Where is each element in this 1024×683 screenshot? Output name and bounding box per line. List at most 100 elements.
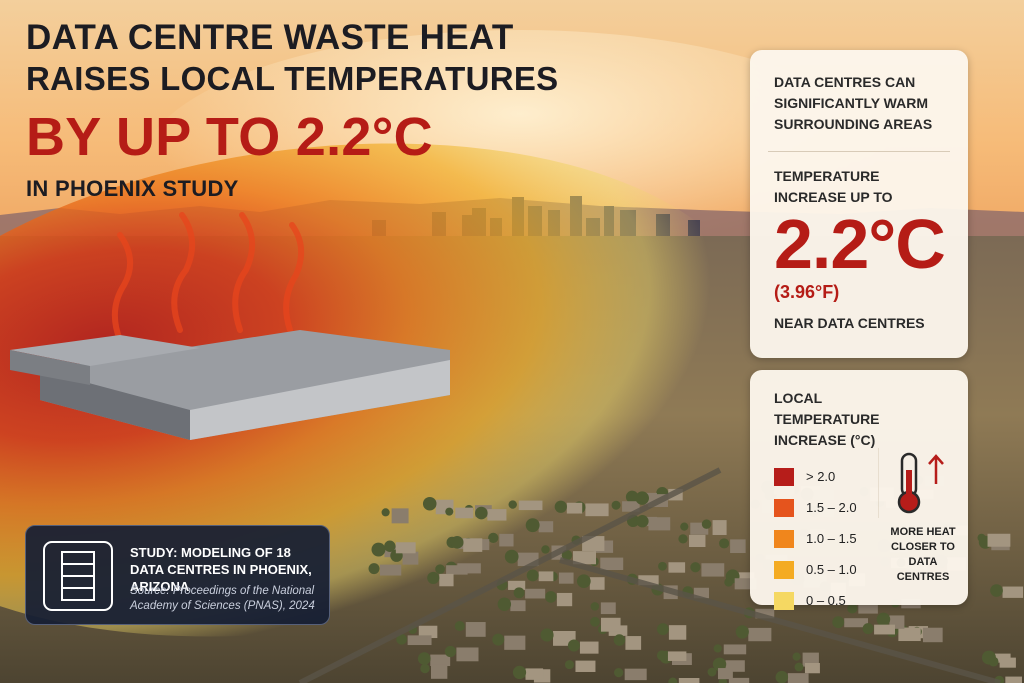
tree — [635, 491, 649, 505]
house — [510, 600, 526, 612]
house — [668, 625, 687, 640]
house — [407, 635, 432, 646]
headline-subtitle: IN PHOENIX STUDY — [26, 176, 239, 201]
legend-item: 1.5 – 2.0 — [774, 492, 944, 523]
legend-swatch — [774, 467, 794, 486]
house — [987, 533, 1011, 547]
tree — [541, 545, 550, 554]
tree — [444, 645, 457, 658]
tree — [492, 633, 505, 646]
tree — [613, 634, 626, 646]
tree — [540, 628, 554, 642]
house — [418, 625, 438, 639]
house — [600, 557, 624, 571]
house — [1005, 676, 1022, 683]
house — [738, 572, 755, 582]
thermometer-icon — [878, 448, 944, 518]
house — [499, 533, 514, 547]
house — [402, 551, 419, 565]
roads — [298, 467, 1001, 683]
tree — [611, 500, 621, 510]
house — [457, 563, 481, 574]
tree — [792, 652, 801, 661]
house — [572, 551, 597, 565]
house — [728, 677, 750, 683]
tree — [513, 587, 525, 599]
legend-title: LOCAL TEMPERATURE INCREASE (°C) — [774, 390, 880, 448]
tree — [525, 518, 540, 533]
house — [874, 624, 896, 635]
icon-frame — [43, 541, 113, 611]
summary-value: 2.2°C — [774, 205, 946, 283]
house — [1002, 586, 1024, 598]
tree — [396, 634, 407, 645]
tree — [832, 616, 845, 629]
tree — [450, 536, 464, 549]
house — [734, 578, 757, 590]
tree — [590, 602, 600, 611]
house — [689, 534, 706, 547]
house — [693, 587, 710, 599]
summary-label: TEMPERATURE INCREASE UP TO — [774, 168, 893, 205]
tree — [719, 538, 730, 549]
house — [804, 662, 820, 674]
house — [380, 564, 402, 576]
house — [439, 573, 454, 587]
house — [579, 641, 599, 654]
house — [465, 622, 486, 637]
tree — [508, 500, 517, 509]
house — [667, 651, 687, 661]
house — [678, 678, 700, 683]
tree — [724, 577, 734, 587]
legend-item: 1.0 – 1.5 — [774, 523, 944, 554]
house — [538, 571, 554, 582]
legend-label: 1.5 – 2.0 — [806, 500, 857, 515]
tree — [512, 665, 527, 680]
house — [701, 563, 725, 577]
house — [556, 592, 573, 607]
tree — [567, 639, 580, 652]
tree — [690, 562, 701, 573]
house — [717, 668, 733, 680]
tree — [680, 522, 689, 531]
house — [638, 575, 659, 586]
tree — [497, 597, 512, 611]
house — [430, 664, 448, 679]
tree — [656, 650, 667, 661]
legend-note: MORE HEAT CLOSER TO DATA CENTRES — [890, 526, 956, 583]
tree — [794, 662, 804, 672]
house — [508, 580, 526, 590]
house — [463, 538, 483, 552]
tree — [417, 652, 431, 665]
tree — [668, 677, 678, 683]
house — [648, 517, 671, 531]
tree — [625, 490, 639, 504]
house — [858, 604, 878, 614]
tree — [977, 533, 986, 542]
legend-label: 0 – 0.5 — [806, 593, 846, 608]
house — [395, 542, 416, 554]
headline-line: RAISES LOCAL TEMPERATURES — [26, 60, 559, 97]
study-title: STUDY: MODELING OF 18 DATA CENTRES IN PH… — [130, 545, 312, 594]
legend-label: 0.5 – 1.0 — [806, 562, 857, 577]
tree — [564, 660, 575, 670]
house — [558, 572, 574, 584]
tree — [988, 656, 999, 667]
study-source: Source: Proceedings of the National Acad… — [130, 585, 315, 612]
tree — [371, 542, 386, 557]
house — [600, 602, 616, 615]
house — [446, 565, 468, 575]
tree — [427, 571, 440, 584]
tree — [445, 507, 454, 516]
house — [712, 520, 727, 535]
data-centre — [10, 330, 450, 440]
tree — [847, 603, 858, 614]
up-arrow — [928, 454, 944, 484]
house — [922, 627, 943, 643]
legend-swatch — [774, 591, 794, 610]
house — [525, 588, 546, 599]
house — [504, 635, 526, 650]
summary-card: DATA CENTRES CAN SIGNIFICANTLY WARM SURR… — [750, 50, 968, 358]
summary-note: NEAR DATA CENTRES — [774, 315, 925, 331]
house — [518, 500, 543, 511]
